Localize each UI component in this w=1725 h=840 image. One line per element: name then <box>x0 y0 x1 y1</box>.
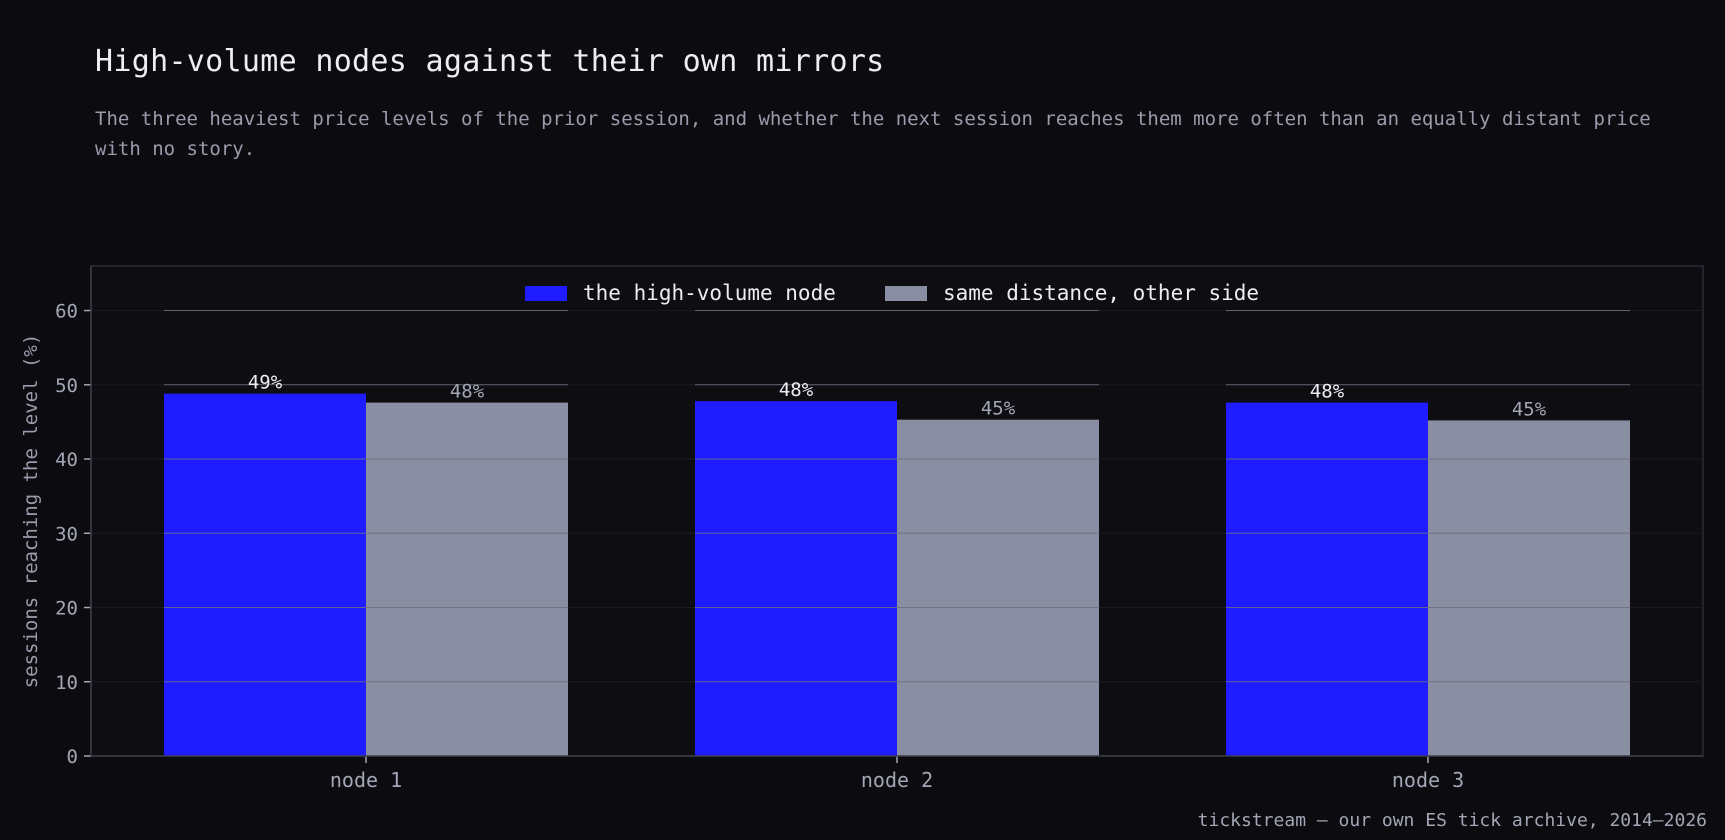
y-tick-label: 20 <box>55 598 78 620</box>
chart-subtitle: The three heaviest price levels of the p… <box>95 108 1651 160</box>
legend-label: the high-volume node <box>583 281 836 305</box>
legend-swatch <box>525 286 567 301</box>
x-tick-label: node 3 <box>1392 768 1464 792</box>
bar-value-label: 45% <box>981 398 1016 420</box>
y-tick-label: 60 <box>55 301 78 323</box>
bars <box>164 310 1630 756</box>
legend-swatch <box>885 286 927 301</box>
bar <box>1226 402 1428 756</box>
y-tick-label: 50 <box>55 375 78 397</box>
legend-label: same distance, other side <box>943 281 1259 305</box>
bar-value-label: 49% <box>248 372 283 394</box>
chart-title: High-volume nodes against their own mirr… <box>95 44 885 79</box>
bar-value-label: 48% <box>1310 381 1345 403</box>
bar <box>1428 420 1630 756</box>
bar <box>695 401 897 756</box>
y-tick-label: 0 <box>67 746 78 768</box>
y-tick-label: 30 <box>55 523 78 545</box>
bar-value-label: 48% <box>450 381 485 403</box>
axes: 0 10 20 30 40 50 60 node 1 node 2 node 3 <box>55 266 1703 792</box>
y-tick-label: 10 <box>55 672 78 694</box>
bar <box>164 393 366 756</box>
y-axis-label: sessions reaching the level (%) <box>20 334 42 689</box>
bar <box>897 419 1099 756</box>
y-tick-label: 40 <box>55 449 78 471</box>
value-labels: 49% 48% 48% 45% 48% 45% <box>248 372 1547 421</box>
bar <box>366 402 568 756</box>
x-tick-label: node 1 <box>330 768 402 792</box>
bar-value-label: 48% <box>779 379 814 401</box>
x-tick-label: node 2 <box>861 768 933 792</box>
bar-value-label: 45% <box>1512 398 1547 420</box>
legend: the high-volume node same distance, other… <box>525 281 1259 305</box>
source-note: tickstream — our own ES tick archive, 20… <box>1197 810 1707 831</box>
